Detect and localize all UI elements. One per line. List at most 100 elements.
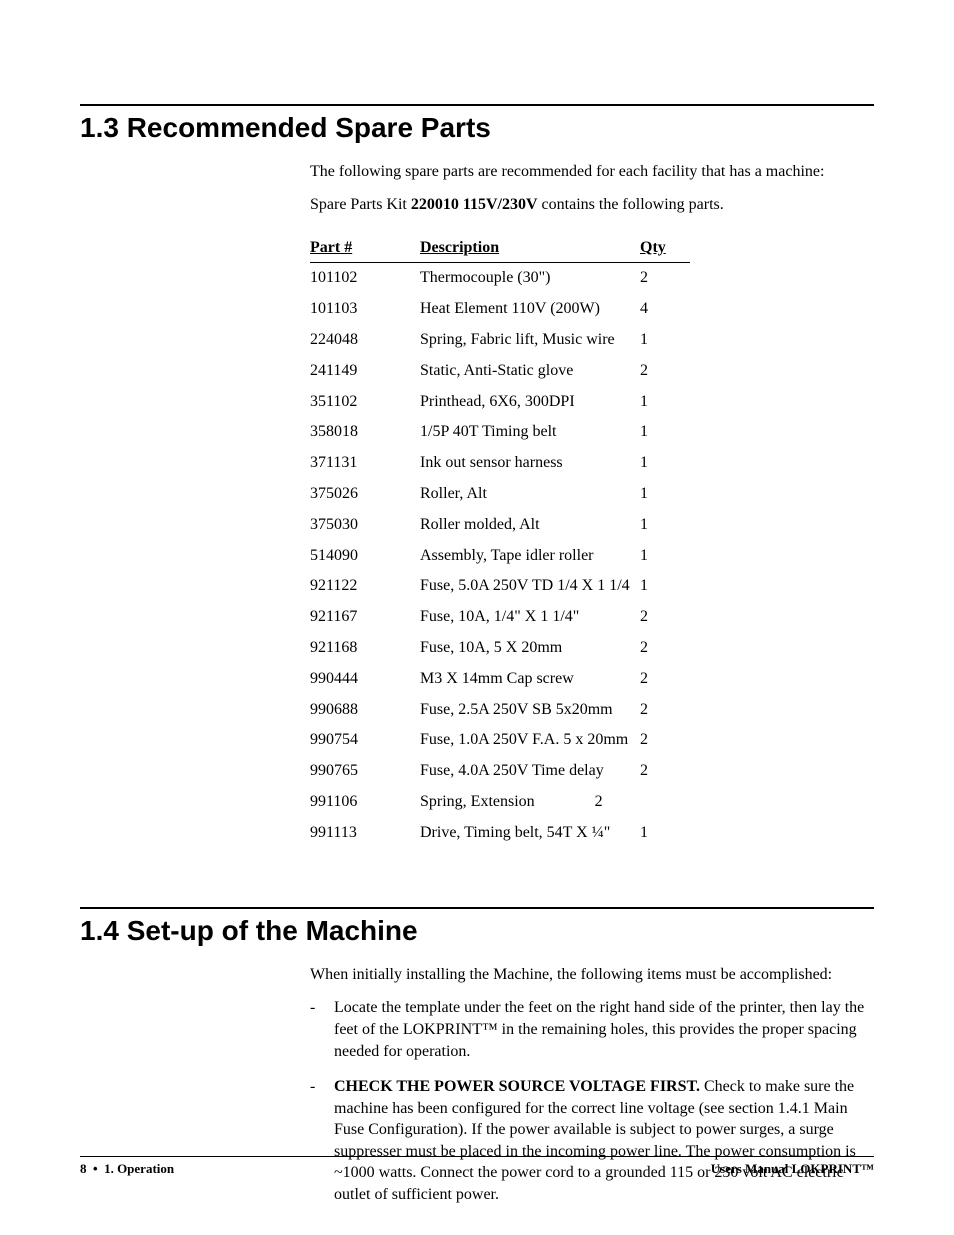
setup-intro: When initially installing the Machine, t… [310,965,874,986]
cell-description: Assembly, Tape idler roller [420,541,640,572]
cell-part: 921122 [310,571,420,602]
cell-description: Fuse, 5.0A 250V TD 1/4 X 1 1/4 [420,571,640,602]
header-qty: Qty [640,234,690,263]
table-row: 371131Ink out sensor harness1 [310,448,690,479]
dash-icon: - [310,1076,315,1098]
cell-part: 358018 [310,417,420,448]
cell-description: Thermocouple (30") [420,263,640,294]
table-row: 921122Fuse, 5.0A 250V TD 1/4 X 1 1/41 [310,571,690,602]
table-row: 990688Fuse, 2.5A 250V SB 5x20mm2 [310,695,690,726]
table-row: 375030Roller molded, Alt1 [310,510,690,541]
table-row: 514090Assembly, Tape idler roller1 [310,541,690,572]
footer-right: Users Manual LOKPRINT™ [711,1161,874,1177]
table-row: 3580181/5P 40T Timing belt1 [310,417,690,448]
cell-part: 921168 [310,633,420,664]
spare-parts-table: Part # Description Qty 101102Thermocoupl… [310,234,690,849]
cell-part: 241149 [310,356,420,387]
cell-part: 101103 [310,294,420,325]
table-header-row: Part # Description Qty [310,234,690,263]
intro-line-1: The following spare parts are recommende… [310,162,874,183]
cell-part: 371131 [310,448,420,479]
cell-description: Ink out sensor harness [420,448,640,479]
intro2-post: contains the following parts. [538,196,724,213]
cell-part: 990688 [310,695,420,726]
intro2-kit-number: 220010 115V/230V [411,196,538,213]
cell-description: Roller, Alt [420,479,640,510]
cell-part: 990765 [310,756,420,787]
cell-qty: 2 [640,756,690,787]
cell-qty: 1 [640,510,690,541]
cell-description: Printhead, 6X6, 300DPI [420,387,640,418]
setup-item-2-bold: CHECK THE POWER SOURCE VOLTAGE FIRST. [334,1078,700,1095]
cell-qty: 1 [640,818,690,849]
table-row: 101102Thermocouple (30")2 [310,263,690,294]
footer-rule [80,1156,874,1157]
cell-qty: 1 [640,479,690,510]
cell-part: 921167 [310,602,420,633]
cell-qty: 1 [640,448,690,479]
section-1-4-title: 1.4 Set-up of the Machine [80,915,874,947]
cell-part: 990444 [310,664,420,695]
cell-part: 990754 [310,725,420,756]
cell-qty: 2 [640,356,690,387]
table-row: 990754Fuse, 1.0A 250V F.A. 5 x 20mm2 [310,725,690,756]
setup-item-1: Locate the template under the feet on th… [334,999,864,1059]
section-rule [80,907,874,909]
cell-description: Fuse, 4.0A 250V Time delay [420,756,640,787]
cell-description: Roller molded, Alt [420,510,640,541]
cell-qty: 2 [640,695,690,726]
section-rule [80,104,874,106]
setup-item-2-rest: Check to make sure the machine has been … [334,1078,856,1203]
cell-qty: 2 [640,664,690,695]
page-footer: 8 • 1. Operation Users Manual LOKPRINT™ [80,1156,874,1177]
bullet-icon: • [93,1161,98,1176]
cell-qty: 1 [640,325,690,356]
cell-qty [640,787,690,818]
table-row: 101103Heat Element 110V (200W)4 [310,294,690,325]
cell-description: Heat Element 110V (200W) [420,294,640,325]
cell-part: 514090 [310,541,420,572]
table-row: 991106Spring, Extension 2 [310,787,690,818]
cell-part: 351102 [310,387,420,418]
cell-description: Spring, Extension 2 [420,787,640,818]
section-1-3-title: 1.3 Recommended Spare Parts [80,112,874,144]
cell-description: M3 X 14mm Cap screw [420,664,640,695]
table-row: 990765Fuse, 4.0A 250V Time delay2 [310,756,690,787]
cell-description: Fuse, 10A, 5 X 20mm [420,633,640,664]
header-part: Part # [310,234,420,263]
dash-icon: - [310,997,315,1019]
section-1-3-body: The following spare parts are recommende… [310,162,874,849]
footer-left: 8 • 1. Operation [80,1161,174,1177]
header-description: Description [420,234,640,263]
intro2-pre: Spare Parts Kit [310,196,411,213]
cell-description: Fuse, 1.0A 250V F.A. 5 x 20mm [420,725,640,756]
list-item: - Locate the template under the feet on … [310,997,874,1062]
table-row: 921167Fuse, 10A, 1/4" X 1 1/4"2 [310,602,690,633]
cell-description: Fuse, 10A, 1/4" X 1 1/4" [420,602,640,633]
page-content: 1.3 Recommended Spare Parts The followin… [80,104,874,1206]
cell-part: 991113 [310,818,420,849]
cell-description: 1/5P 40T Timing belt [420,417,640,448]
cell-qty: 2 [640,633,690,664]
cell-description: Fuse, 2.5A 250V SB 5x20mm [420,695,640,726]
cell-part: 224048 [310,325,420,356]
cell-part: 991106 [310,787,420,818]
page-number: 8 [80,1161,87,1176]
cell-qty: 1 [640,387,690,418]
cell-qty: 1 [640,417,690,448]
cell-qty: 1 [640,571,690,602]
cell-qty: 4 [640,294,690,325]
list-item: - CHECK THE POWER SOURCE VOLTAGE FIRST. … [310,1076,874,1206]
table-body: 101102Thermocouple (30")2101103Heat Elem… [310,263,690,849]
table-row: 241149Static, Anti-Static glove2 [310,356,690,387]
cell-qty: 1 [640,541,690,572]
cell-qty: 2 [640,263,690,294]
cell-description: Spring, Fabric lift, Music wire [420,325,640,356]
table-row: 375026Roller, Alt1 [310,479,690,510]
table-row: 921168Fuse, 10A, 5 X 20mm2 [310,633,690,664]
footer-row: 8 • 1. Operation Users Manual LOKPRINT™ [80,1161,874,1177]
cell-part: 375030 [310,510,420,541]
table-row: 351102Printhead, 6X6, 300DPI1 [310,387,690,418]
cell-description: Static, Anti-Static glove [420,356,640,387]
table-row: 990444M3 X 14mm Cap screw2 [310,664,690,695]
